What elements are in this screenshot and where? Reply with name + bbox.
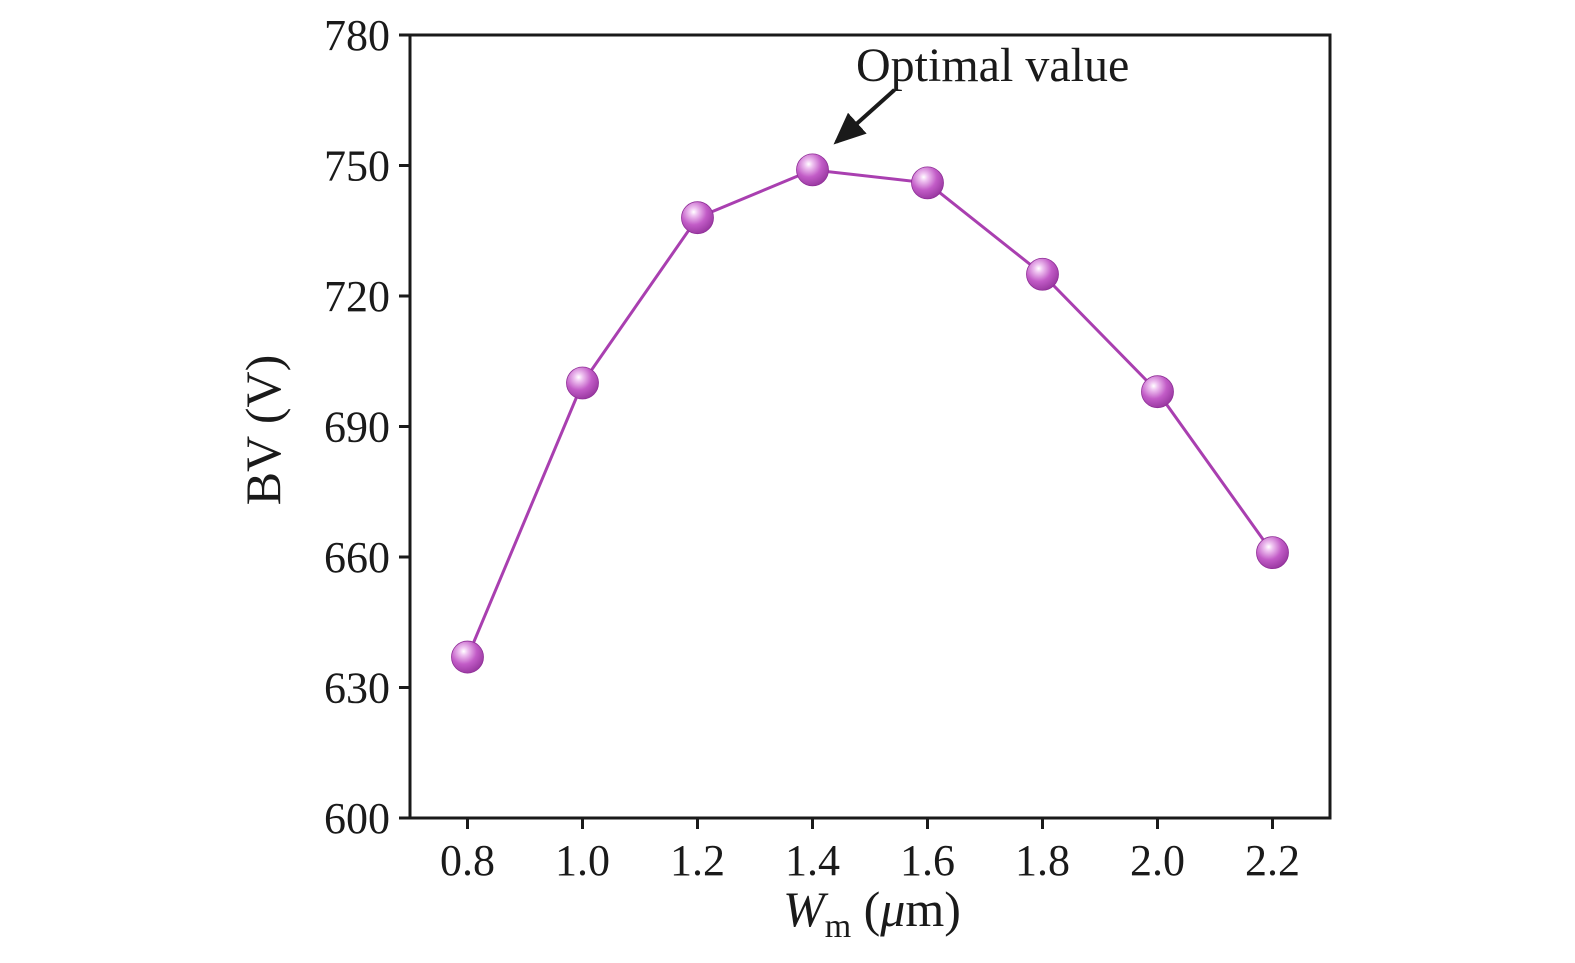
x-axis-subscript: m bbox=[824, 908, 852, 945]
plot-frame bbox=[408, 33, 1332, 820]
y-tick-label: 750 bbox=[324, 142, 390, 191]
data-line bbox=[466, 168, 1274, 658]
x-axis-unit-close: m) bbox=[905, 881, 961, 937]
x-axis-unit-open: ( bbox=[851, 881, 881, 937]
data-point bbox=[1026, 257, 1059, 291]
x-axis-mu: μ bbox=[880, 881, 906, 937]
data-point bbox=[1141, 375, 1174, 409]
x-tick-label: 1.0 bbox=[555, 836, 610, 885]
data-point bbox=[911, 166, 944, 200]
data-point bbox=[451, 640, 484, 674]
y-tick-label: 690 bbox=[324, 403, 390, 452]
x-tick-label: 1.4 bbox=[785, 836, 840, 885]
data-point bbox=[566, 366, 599, 400]
y-axis-label-text: BV (V) bbox=[235, 354, 291, 506]
y-tick-label: 630 bbox=[324, 664, 390, 713]
y-tick-label: 720 bbox=[324, 272, 390, 321]
data-point bbox=[681, 201, 714, 235]
y-tick-label: 780 bbox=[324, 11, 390, 60]
x-axis-variable: W bbox=[783, 881, 825, 937]
x-tick-label: 1.2 bbox=[670, 836, 725, 885]
data-point bbox=[796, 153, 829, 187]
y-tick-label: 600 bbox=[324, 794, 390, 843]
x-tick-label: 1.8 bbox=[1015, 836, 1070, 885]
x-tick-label: 2.0 bbox=[1130, 836, 1185, 885]
x-tick-label: 1.6 bbox=[900, 836, 955, 885]
x-tick-label: 0.8 bbox=[440, 836, 495, 885]
annotation-optimal-value: Optimal value bbox=[856, 39, 1130, 92]
x-tick-label: 2.2 bbox=[1245, 836, 1300, 885]
data-point bbox=[1256, 536, 1289, 570]
x-axis-label: Wm (μm) bbox=[783, 880, 961, 946]
y-axis-label: BV (V) bbox=[234, 355, 292, 505]
y-tick-label: 660 bbox=[324, 533, 390, 582]
annotation-arrow bbox=[833, 88, 896, 145]
